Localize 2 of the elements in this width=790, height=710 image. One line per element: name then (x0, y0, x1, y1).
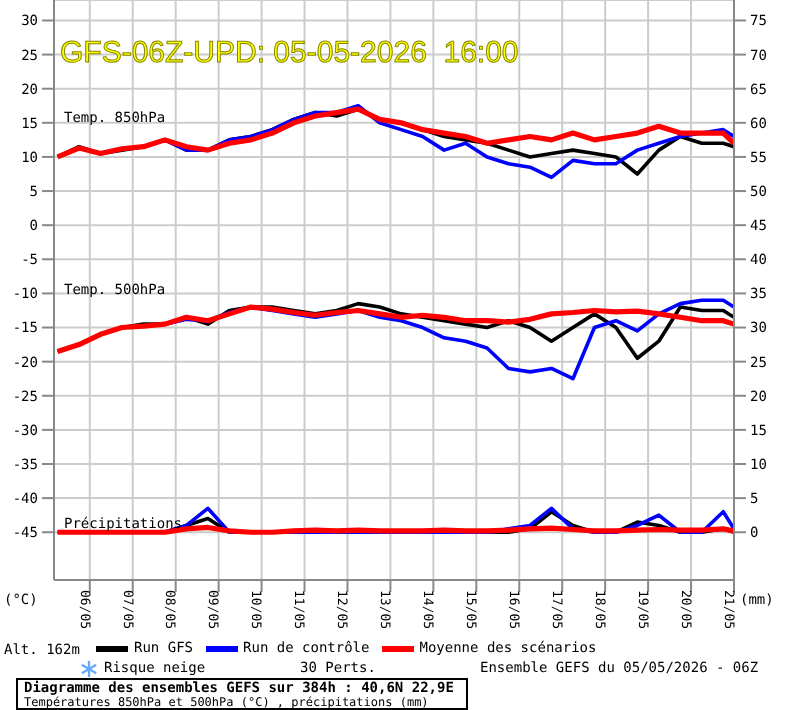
line-series (54, 106, 734, 160)
text: GFS-06Z-UPD: 05-05-2026 16:00 (60, 36, 519, 70)
